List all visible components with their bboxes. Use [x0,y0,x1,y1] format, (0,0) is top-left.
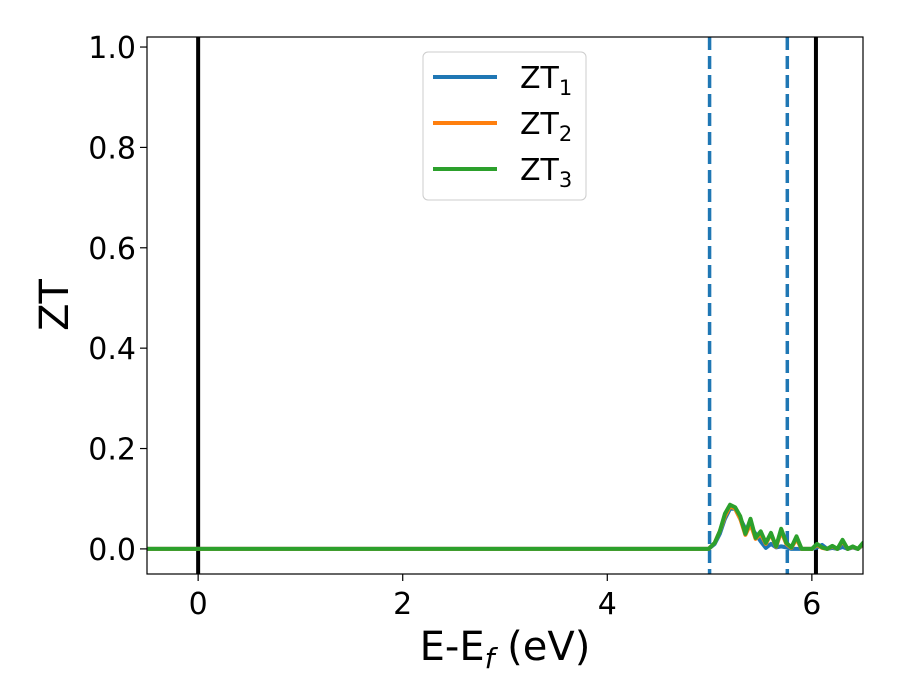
legend-frame [422,51,587,201]
x-tick-label: 0 [189,587,208,622]
series-lines [147,502,863,551]
plot-frame [146,36,864,575]
y-tick-label: 0.8 [88,131,136,166]
x-tick-label: 2 [393,587,412,622]
x-tick-label: 6 [802,587,821,622]
legend-label-1: ZT1 [520,61,572,100]
legend-label-main: ZT [520,153,560,188]
legend-label-2: ZT2 [520,107,572,146]
series-line-3 [147,502,863,551]
legend-label-3: ZT3 [520,153,572,192]
legend-label-main: ZT [520,61,560,96]
y-tick-label: 0.4 [88,332,136,367]
y-tick-label: 0.0 [88,533,136,568]
x-axis-label-unit: (eV) [494,624,590,670]
y-tick-label: 0.2 [88,433,136,468]
legend-label-subscript: 2 [559,122,572,146]
x-axis-ticks: 0 2 4 6 [189,574,821,622]
y-tick-label: 0.6 [88,232,136,267]
legend-label-subscript: 3 [559,168,572,192]
x-axis-label-main: E-E [420,624,485,670]
y-tick-label: 1.0 [88,31,136,66]
x-tick-label: 4 [598,587,617,622]
y-axis-ticks: 0.0 0.2 0.4 0.6 0.8 1.0 [88,31,147,568]
x-axis-label: E-Ef (eV) [420,624,591,675]
y-axis-label: ZT [32,279,78,331]
vertical-lines [196,37,818,574]
legend-label-subscript: 1 [559,76,572,100]
legend-label-main: ZT [520,107,560,142]
